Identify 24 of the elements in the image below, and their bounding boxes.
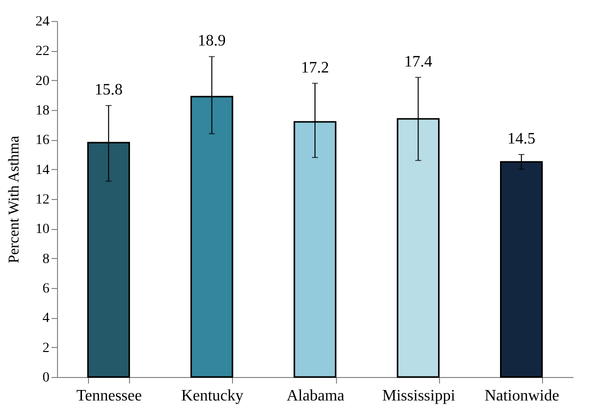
y-tick-label: 6	[42, 282, 50, 296]
y-tick-label: 4	[42, 311, 50, 326]
x-tick-label: Nationwide	[484, 388, 560, 404]
y-tick-label: 10	[36, 222, 50, 238]
y-tick-label: 2	[42, 340, 50, 356]
y-tick-label: 12	[36, 192, 50, 208]
data-label: 14.5	[507, 130, 536, 148]
y-tick-label: 22	[36, 44, 50, 60]
data-label: 17.2	[301, 59, 329, 76]
y-axis-title: Percent With Asthma	[6, 135, 22, 264]
y-tick-label: 24	[36, 14, 50, 30]
data-label: 18.9	[198, 32, 226, 50]
data-label: 17.4	[404, 53, 432, 70]
y-tick-label: 8	[42, 252, 50, 267]
y-tick-label: 0	[42, 370, 50, 386]
x-tick-label: Alabama	[286, 388, 344, 404]
data-label: 15.8	[94, 82, 123, 99]
y-tick-label: 18	[36, 104, 50, 118]
x-tick-label: Mississippi	[382, 388, 456, 404]
y-tick-label: 14	[36, 162, 50, 178]
x-tick-label: Kentucky	[181, 388, 244, 404]
y-tick-label: 20	[36, 74, 50, 89]
x-tick-label: Tennessee	[76, 388, 142, 404]
y-tick-label: 16	[36, 133, 50, 148]
